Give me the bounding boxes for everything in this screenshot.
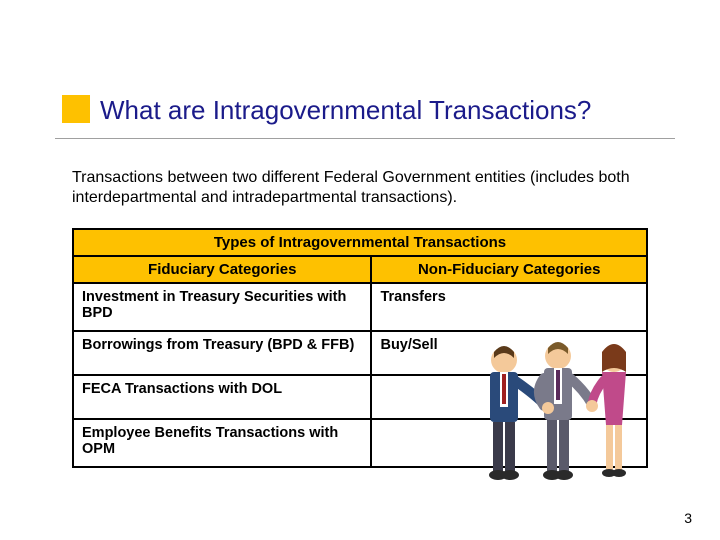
table-cell: Employee Benefits Transactions with OPM (73, 419, 371, 467)
table-header: Types of Intragovernmental Transactions (73, 229, 647, 256)
description-text: Transactions between two different Feder… (72, 168, 662, 208)
column-header-right: Non-Fiduciary Categories (371, 256, 647, 283)
page-number: 3 (684, 510, 692, 526)
title-underline (55, 138, 675, 140)
column-header-left: Fiduciary Categories (73, 256, 371, 283)
table-cell: Transfers (371, 283, 647, 331)
people-handshake-clipart (466, 330, 646, 490)
table-cell: FECA Transactions with DOL (73, 375, 371, 419)
table-cell: Borrowings from Treasury (BPD & FFB) (73, 331, 371, 375)
slide-title: What are Intragovernmental Transactions? (100, 95, 591, 126)
accent-square (62, 95, 90, 123)
table-cell: Investment in Treasury Securities with B… (73, 283, 371, 331)
